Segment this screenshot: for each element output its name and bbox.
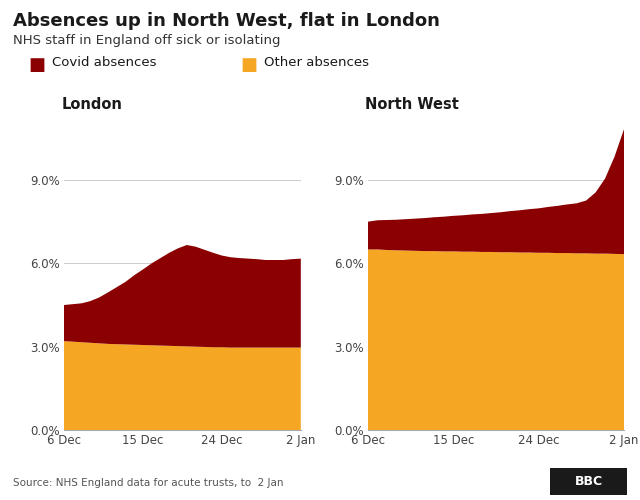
Text: North West: North West bbox=[365, 97, 460, 112]
Text: ■: ■ bbox=[29, 56, 46, 74]
Text: BBC: BBC bbox=[575, 475, 603, 488]
Text: Other absences: Other absences bbox=[264, 56, 369, 69]
Text: Source: NHS England data for acute trusts, to  2 Jan: Source: NHS England data for acute trust… bbox=[13, 478, 284, 488]
Text: ■: ■ bbox=[240, 56, 257, 74]
Text: Absences up in North West, flat in London: Absences up in North West, flat in Londo… bbox=[13, 12, 440, 30]
Text: NHS staff in England off sick or isolating: NHS staff in England off sick or isolati… bbox=[13, 34, 280, 47]
Text: Covid absences: Covid absences bbox=[52, 56, 157, 69]
Text: London: London bbox=[61, 97, 122, 112]
